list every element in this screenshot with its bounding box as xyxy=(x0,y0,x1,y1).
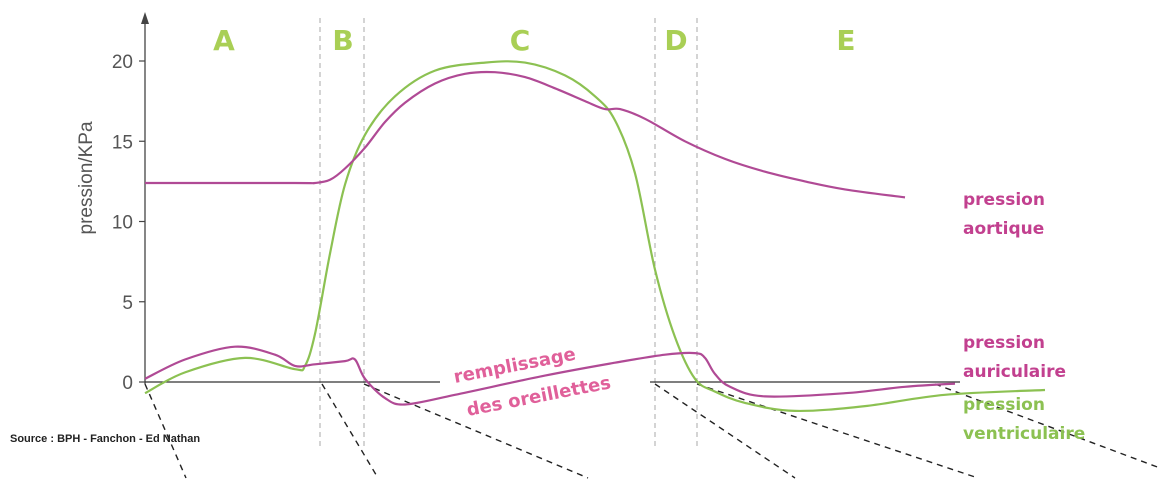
pressure-curves xyxy=(144,60,1046,413)
y-tick-label: 15 xyxy=(112,132,133,153)
dashed-guides xyxy=(144,383,1161,479)
y-tick-label: 5 xyxy=(122,293,133,314)
ventriculaire-label: ventriculaire xyxy=(963,424,1085,444)
auriculaire-label: pression xyxy=(963,333,1045,353)
axes: 0 5 10 15 20 xyxy=(112,12,960,394)
aortique-curve xyxy=(145,70,906,199)
dashed-guide xyxy=(654,383,796,479)
phase-label: A xyxy=(213,24,235,57)
dashed-guide xyxy=(696,383,979,479)
y-axis-arrow xyxy=(141,12,149,24)
auriculaire-curve xyxy=(144,345,956,406)
y-tick-label: 10 xyxy=(112,213,133,234)
aortique-label: aortique xyxy=(963,219,1044,239)
source-note: Source : BPH - Fanchon - Ed Nathan xyxy=(10,433,200,445)
phase-label: D xyxy=(664,24,687,57)
dashed-guide xyxy=(934,383,1161,469)
curve-labels: pression aortique pression auriculaire press… xyxy=(452,190,1085,444)
aortique-label: pression xyxy=(963,190,1045,210)
dashed-guide xyxy=(321,383,379,479)
dashed-guide xyxy=(363,383,589,479)
y-tick-label: 0 xyxy=(122,373,133,394)
auriculaire-label: auriculaire xyxy=(963,362,1066,382)
phase-label: E xyxy=(836,24,855,57)
y-axis-label: pression/KPa xyxy=(76,121,97,234)
y-tick-label: 20 xyxy=(112,52,133,73)
phase-label: C xyxy=(510,24,531,57)
ventriculaire-label: pression xyxy=(963,395,1045,415)
ventriculaire-curve xyxy=(144,60,1046,413)
phase-labels: A B C D E xyxy=(213,24,855,57)
dashed-guide xyxy=(144,383,187,479)
phase-label: B xyxy=(332,24,353,57)
